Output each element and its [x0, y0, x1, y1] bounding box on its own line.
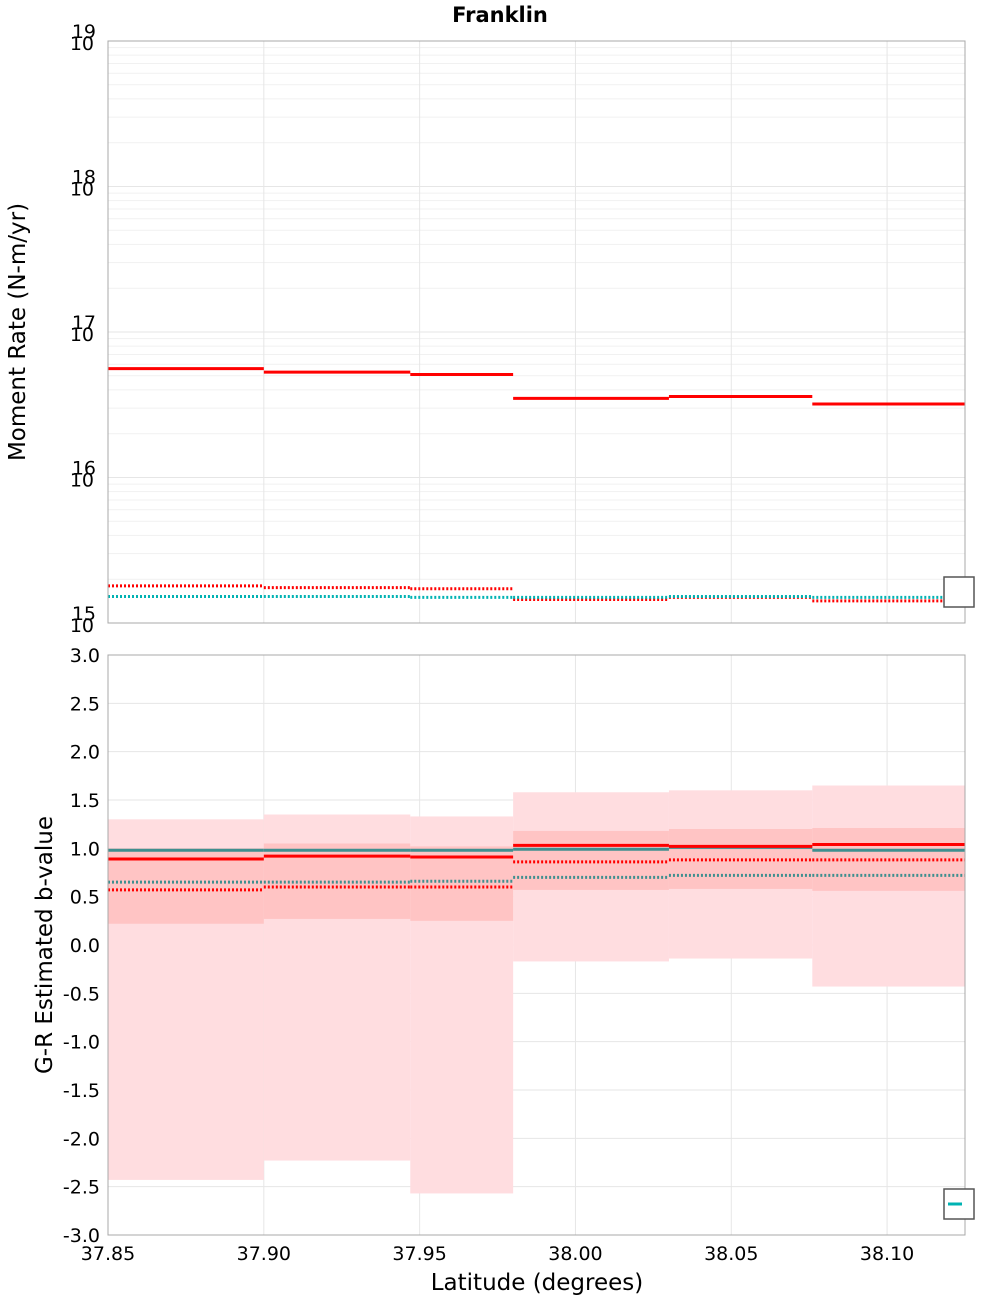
- x-tick-label: 38.00: [548, 1243, 602, 1265]
- b-value-panel: 3.0 2.5 2.0 1.5 1.0 0.5 0.0 -0.5 -1.0 -1.5 -2.0 -2.…: [32, 645, 975, 1296]
- moment-rate-plot-frame: [107, 40, 966, 624]
- y-tick-label: 2.0: [70, 742, 100, 764]
- y-tick-label: -2.0: [63, 1128, 100, 1150]
- y-tick-exponent: 18: [72, 167, 96, 189]
- y-tick-exponent: 15: [72, 603, 96, 625]
- uncertainty-band: [668, 829, 813, 889]
- x-tick-label: 37.90: [237, 1243, 291, 1265]
- b-value-plot-frame: [107, 654, 966, 1236]
- x-tick-label: 37.85: [81, 1243, 135, 1265]
- y-tick-label: 0.0: [70, 935, 100, 957]
- y-tick-label: 1.5: [70, 790, 100, 812]
- b-value-y-axis-label: G-R Estimated b-value: [32, 816, 58, 1074]
- x-tick-label: 38.05: [704, 1243, 758, 1265]
- y-tick-exponent: 17: [72, 312, 96, 334]
- legend-box: [943, 576, 975, 608]
- y-tick-exponent: 19: [72, 21, 96, 43]
- uncertainty-band: [410, 846, 514, 921]
- moment-rate-legend: [943, 576, 975, 608]
- b-value-legend: [943, 1188, 975, 1220]
- x-tick-label: 38.10: [860, 1243, 914, 1265]
- y-tick-label: 1.0: [70, 838, 100, 860]
- y-tick-label: -3.0: [63, 1225, 100, 1247]
- y-tick-label: 2.5: [70, 693, 100, 715]
- y-tick-label: 10: [70, 324, 94, 346]
- y-tick-label: 10: [70, 615, 94, 637]
- y-tick-label: 10: [70, 179, 94, 201]
- uncertainty-band: [108, 848, 264, 924]
- y-tick-label: 3.0: [70, 645, 100, 667]
- x-tick-label: 37.95: [392, 1243, 446, 1265]
- y-tick-exponent: 16: [72, 458, 96, 480]
- y-tick-label: 10: [70, 33, 94, 55]
- chart-title: Franklin: [452, 3, 548, 27]
- y-tick-label: -2.5: [63, 1177, 100, 1199]
- x-axis-label: Latitude (degrees): [431, 1270, 644, 1296]
- y-tick-label: 10: [70, 470, 94, 492]
- y-tick-label: -1.0: [63, 1032, 100, 1054]
- moment-rate-y-axis-label: Moment Rate (N-m/yr): [5, 203, 31, 461]
- y-tick-label: -0.5: [63, 983, 100, 1005]
- y-tick-label: -1.5: [63, 1080, 100, 1102]
- y-tick-label: 0.5: [70, 887, 100, 909]
